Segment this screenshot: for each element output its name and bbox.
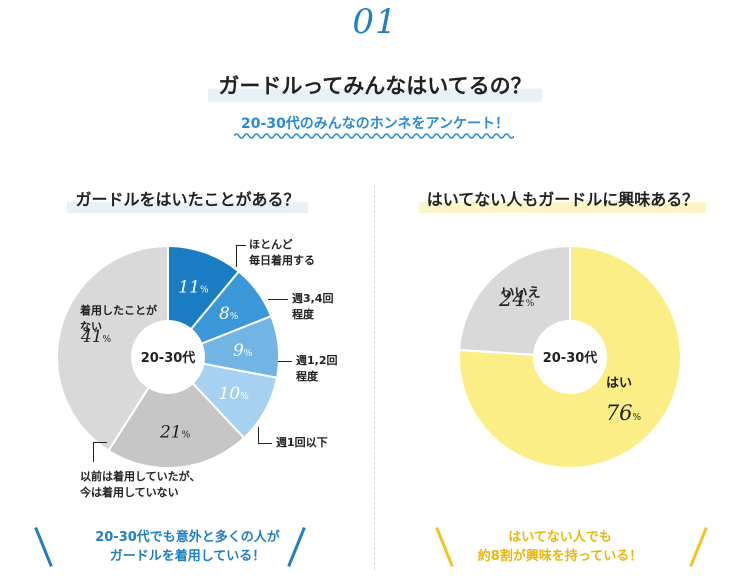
right-conclusion: はいてない人でも 約8割が興味を持っている！ (477, 530, 643, 564)
chart2-category-label-1: はい (606, 376, 632, 391)
callout-line (93, 442, 94, 462)
column-divider (374, 185, 375, 570)
left-conclusion: 20-30代でも意外と多くの人が ガードルを着用している！ (95, 530, 280, 564)
section-number: 01 (352, 2, 398, 42)
callout-line (236, 245, 246, 246)
chart2-category-label-2: いいえ (501, 286, 540, 301)
callout-line (236, 245, 237, 267)
chart1-slice-6 (56, 244, 169, 453)
left-chart-title: ガードルをはいたことがある？ (67, 188, 308, 213)
callout-3-4-times: 週3,4回 程度 (292, 292, 334, 321)
wavy-underline (234, 133, 514, 139)
callout-line (258, 427, 259, 443)
chart1-center-hole (131, 320, 205, 394)
chart1-center-label: 20-30代 (141, 350, 196, 366)
callout-line (278, 361, 292, 362)
chart2-slice-2 (458, 244, 571, 359)
chart2-center-hole (533, 320, 607, 394)
callout-line (258, 443, 272, 444)
page-title: ガードルってみんなはいてるの？ (208, 72, 542, 102)
callout-1-2-times: 週1,2回 程度 (296, 354, 338, 383)
right-chart-title: はいてない人もガードルに興味ある？ (418, 188, 707, 213)
chart2-center-label: 20-30代 (543, 350, 598, 366)
callout-line (268, 299, 288, 300)
chart1-slice-5 (107, 355, 246, 469)
callout-used-before: 以前は着用していたが、 今は着用していない (80, 470, 201, 499)
callout-weekly-or-less: 週1回以下 (276, 436, 328, 449)
label-never-used: 着用したことが ない (80, 304, 157, 333)
callout-line (93, 442, 107, 443)
callout-daily: ほとんど 毎日着用する (249, 238, 315, 267)
page-subtitle: 20-30代のみんなのホンネをアンケート！ (241, 116, 509, 132)
